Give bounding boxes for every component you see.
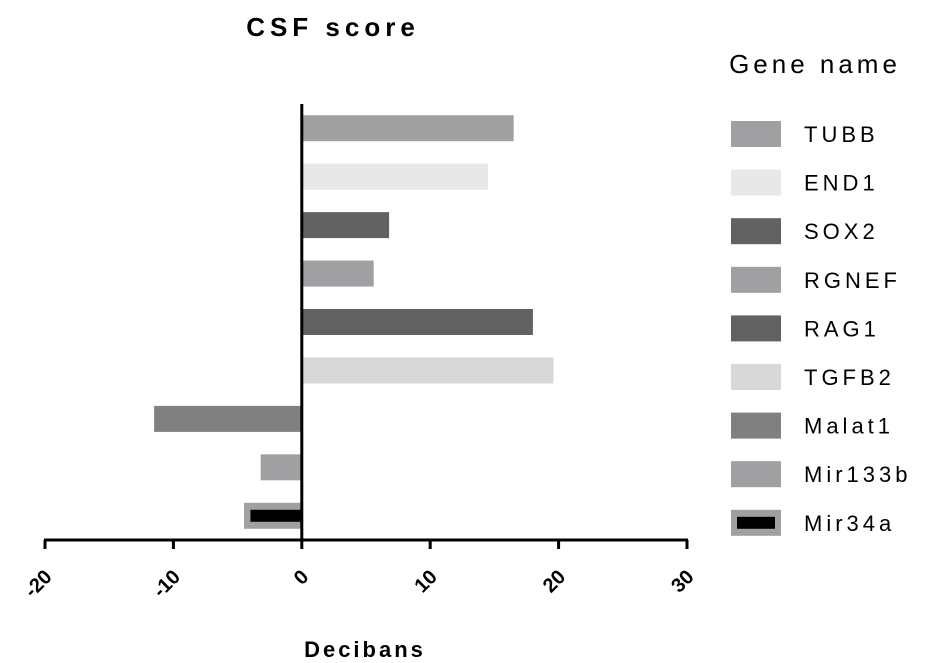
legend-title: Gene name xyxy=(729,49,901,79)
legend-label-tgfb2: TGFB2 xyxy=(804,365,895,390)
legend-label-end1: END1 xyxy=(804,171,879,196)
legend-swatch-sox2 xyxy=(731,218,781,245)
legend: TUBB END1 SOX2 RGNEF RAG1 TGFB2 Malat1 Mir133b M… xyxy=(731,121,911,536)
bar-mir133b xyxy=(260,454,302,481)
x-tick-label: 10 xyxy=(410,566,441,597)
x-tick-label: 20 xyxy=(539,566,570,597)
legend-swatch-tubb xyxy=(731,121,781,147)
bars-group xyxy=(154,115,554,529)
bar-malat1 xyxy=(154,405,302,432)
legend-label-tubb: TUBB xyxy=(804,122,879,147)
x-tick-label: -20 xyxy=(21,566,57,602)
x-tick-label: -10 xyxy=(149,566,185,602)
legend-swatch-malat1 xyxy=(731,412,781,439)
bar-tgfb2 xyxy=(301,357,554,384)
legend-swatch-tgfb2 xyxy=(731,364,781,390)
x-axis-label: Decibans xyxy=(304,637,426,662)
legend-label-rgnef: RGNEF xyxy=(804,268,901,293)
legend-label-mir34a: Mir34a xyxy=(804,511,895,536)
chart-title: CSF score xyxy=(246,12,420,42)
x-tick-label: 30 xyxy=(667,566,698,597)
bar-tubb xyxy=(301,115,514,142)
legend-label-malat1: Malat1 xyxy=(804,414,894,439)
legend-swatch-inner-mir34a xyxy=(737,516,775,529)
legend-swatch-rag1 xyxy=(731,315,781,342)
legend-swatch-rgnef xyxy=(731,266,781,293)
legend-swatch-end1 xyxy=(731,169,781,196)
bar-inner-mir34a xyxy=(250,509,302,522)
x-tick-label: 0 xyxy=(290,566,313,589)
bar-rgnef xyxy=(301,260,374,287)
legend-swatch-mir133b xyxy=(731,461,781,488)
legend-label-rag1: RAG1 xyxy=(804,316,880,341)
legend-label-mir133b: Mir133b xyxy=(804,462,911,487)
bar-end1 xyxy=(301,163,488,190)
legend-label-sox2: SOX2 xyxy=(804,219,879,244)
bar-rag1 xyxy=(301,309,533,335)
bar-sox2 xyxy=(301,212,390,239)
